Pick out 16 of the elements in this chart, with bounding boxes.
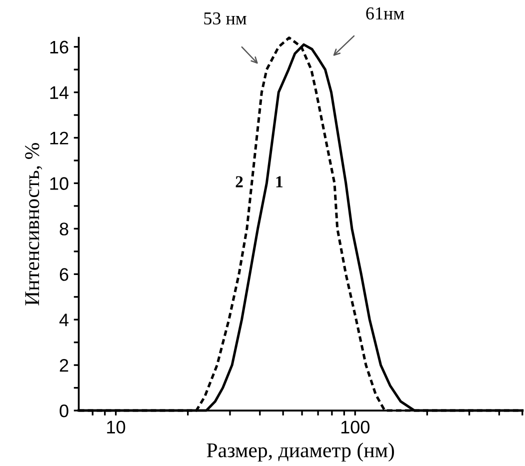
y-tick-label: 4 xyxy=(59,314,68,326)
y-tick-label: 14 xyxy=(50,86,68,99)
y-axis-title: Интенсивность, % xyxy=(25,143,42,306)
series-label: 2 xyxy=(236,176,243,188)
y-tick-label: 0 xyxy=(60,404,68,418)
y-tick-label: 8 xyxy=(60,222,68,236)
y-tick-label: 6 xyxy=(60,268,68,281)
text: 53 нм xyxy=(204,12,246,25)
y-tick-label: 16 xyxy=(50,40,68,54)
y-tick-label: 10 xyxy=(50,177,68,190)
x-tick-label: 100 xyxy=(341,420,370,434)
x-axis-title: Размер, диаметр (нм) xyxy=(206,442,394,462)
series-label: 1 xyxy=(276,176,282,188)
text: 61нм xyxy=(366,7,404,20)
y-tick-label: 2 xyxy=(60,359,68,372)
y-tick-label: 12 xyxy=(50,132,68,144)
